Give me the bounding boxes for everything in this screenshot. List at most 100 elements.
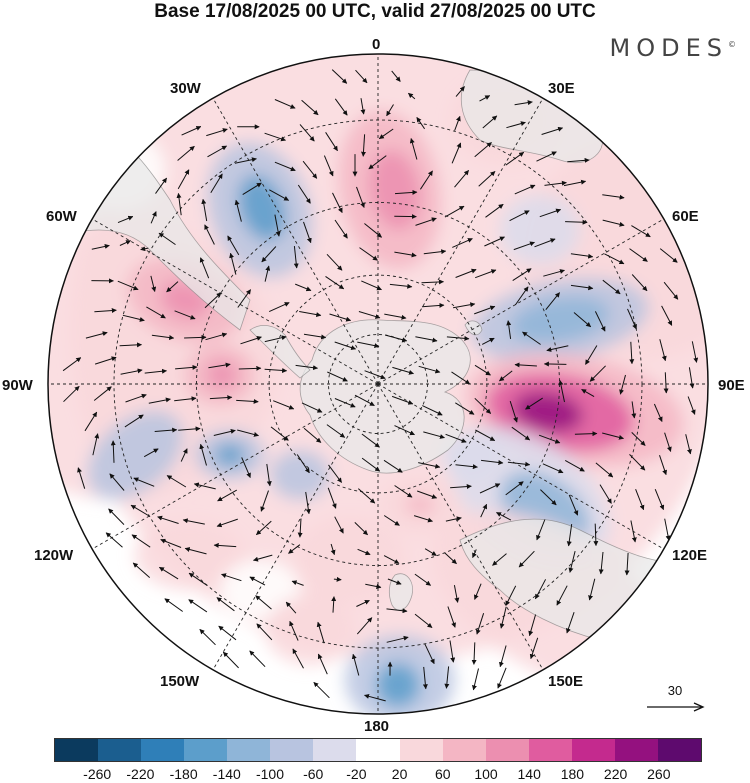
wind-arrow xyxy=(213,429,236,436)
wind-arrow xyxy=(274,99,296,109)
wind-arrow xyxy=(392,366,414,375)
wind-arrow xyxy=(334,398,356,408)
wind-arrow xyxy=(264,335,287,343)
wind-arrow xyxy=(316,621,325,644)
wind-arrow xyxy=(418,365,441,374)
wind-arrow xyxy=(540,489,557,506)
wind-arrow xyxy=(158,232,176,246)
wind-arrow xyxy=(573,312,592,328)
wind-arrow xyxy=(474,142,492,158)
anomaly-blob xyxy=(265,595,355,665)
colorbar-swatch-9 xyxy=(442,739,486,761)
wind-arrow xyxy=(529,637,539,660)
wind-arrow xyxy=(589,365,606,382)
meridian-line xyxy=(91,383,379,550)
wind-arrow xyxy=(544,180,567,186)
wind-arrow xyxy=(256,520,272,536)
colorbar-tick-label: -20 xyxy=(346,766,367,782)
wind-arrow xyxy=(216,518,238,528)
wind-arrow xyxy=(208,362,231,369)
colorbar-swatch-13 xyxy=(614,739,658,761)
wind-arrow xyxy=(383,515,400,526)
meridian-line xyxy=(212,383,379,671)
wind-arrow xyxy=(663,281,679,300)
wind-arrow xyxy=(207,145,228,158)
wind-arrow xyxy=(273,400,295,410)
wind-arrow xyxy=(415,336,438,343)
wind-arrow xyxy=(356,599,370,607)
wind-arrow xyxy=(327,487,337,509)
wind-arrow xyxy=(542,463,564,474)
wind-arrow xyxy=(509,400,518,423)
wind-arrow xyxy=(361,280,382,291)
wind-reference-arrow xyxy=(647,702,705,712)
wind-arrow xyxy=(317,653,328,675)
map-boundary xyxy=(47,53,709,715)
wind-arrow xyxy=(543,361,567,367)
wind-arrow xyxy=(413,515,433,523)
wind-arrow xyxy=(358,311,381,319)
meridian-line xyxy=(377,218,665,385)
wind-arrow xyxy=(357,548,371,556)
wind-arrow xyxy=(360,134,366,157)
wind-arrow xyxy=(472,549,477,559)
wind-arrow xyxy=(77,467,86,489)
wind-arrow xyxy=(570,284,594,291)
colorbar-swatch-0 xyxy=(55,739,99,761)
wind-arrow xyxy=(480,503,488,518)
wind-arrow xyxy=(201,198,208,222)
wind-arrow xyxy=(296,454,310,474)
colorbar-tick-label: 60 xyxy=(435,766,451,782)
wind-arrow xyxy=(368,155,387,170)
wind-arrow xyxy=(143,448,159,458)
wind-arrow xyxy=(131,534,151,548)
wind-arrow xyxy=(175,364,198,370)
modes-logo: MODES© xyxy=(610,34,736,62)
wind-arrow xyxy=(188,599,208,613)
wind-arrow xyxy=(303,333,327,340)
wind-arrow xyxy=(422,405,443,416)
wind-arrow xyxy=(334,341,357,350)
wind-arrow xyxy=(568,494,579,516)
wind-arrow xyxy=(240,336,262,345)
wind-arrow xyxy=(154,427,178,433)
wind-arrow xyxy=(260,490,269,512)
wind-arrow xyxy=(158,566,179,580)
wind-arrow xyxy=(630,520,637,543)
anomaly-blob xyxy=(405,495,435,515)
meridian-line xyxy=(377,383,665,550)
colorbar-tick-label: -100 xyxy=(255,766,285,782)
wind-arrow xyxy=(687,396,696,415)
wind-arrow xyxy=(302,160,318,179)
wind-arrow xyxy=(479,483,501,494)
wind-arrow xyxy=(184,547,207,555)
colorbar-swatch-4 xyxy=(227,739,271,761)
wind-arrow xyxy=(264,132,286,142)
wind-arrow xyxy=(418,462,441,469)
wind-arrow xyxy=(394,251,417,258)
wind-arrow xyxy=(454,170,469,188)
wind-arrow xyxy=(253,554,273,562)
colorbar-tick-label: 220 xyxy=(603,766,628,782)
wind-arrow xyxy=(178,426,201,432)
wind-arrow xyxy=(357,488,376,504)
wind-arrow xyxy=(391,395,414,405)
wind-arrow xyxy=(602,432,624,440)
colorbar-tick-label: 100 xyxy=(474,766,498,782)
wind-arrow xyxy=(543,269,565,277)
wind-arrow xyxy=(94,308,117,314)
anomaly-blob xyxy=(135,520,245,590)
wind-arrow xyxy=(538,434,561,444)
wind-arrow xyxy=(389,283,413,289)
wind-arrow xyxy=(599,484,612,504)
wind-arrow xyxy=(288,544,301,554)
wind-arrow xyxy=(454,115,461,131)
wind-arrow xyxy=(117,215,134,224)
colorbar-tick-label: 20 xyxy=(391,766,408,782)
wind-arrow xyxy=(303,221,312,244)
wind-arrow xyxy=(453,585,460,603)
wind-arrow xyxy=(181,126,202,136)
wind-arrow xyxy=(305,491,311,515)
lon-label-120e: 120E xyxy=(672,547,708,564)
colorbar-swatch-8 xyxy=(399,739,443,761)
